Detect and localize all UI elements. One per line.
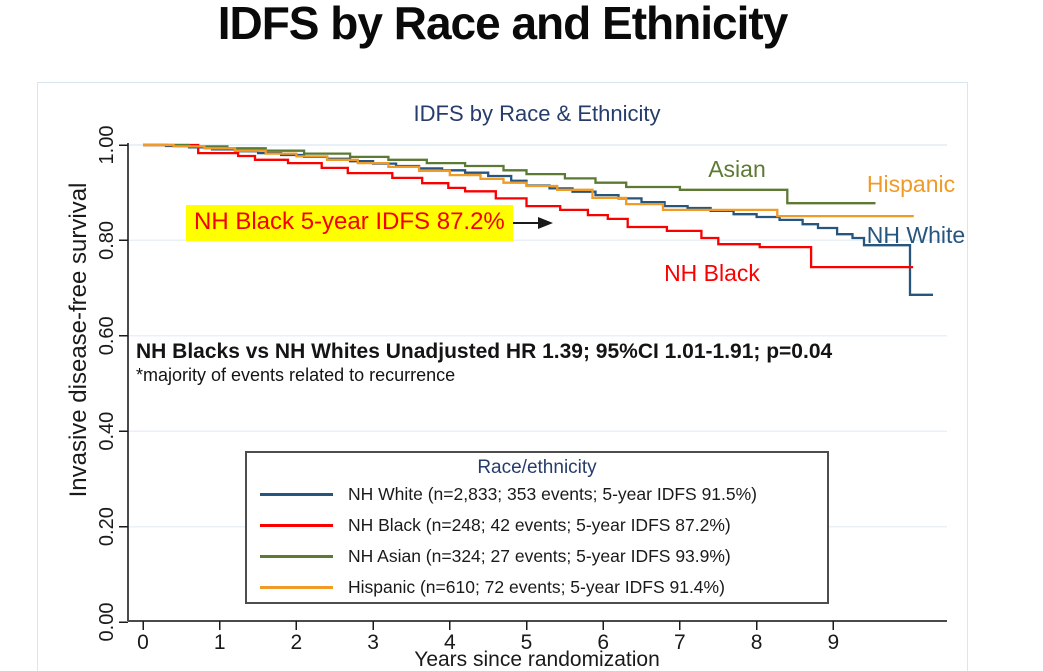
legend-line-swatch bbox=[260, 524, 333, 527]
y-tick-label: 1.00 bbox=[96, 126, 118, 165]
x-tick-label: 6 bbox=[597, 631, 609, 654]
curve-hispanic bbox=[143, 143, 914, 218]
legend-entry-label: NH Black (n=248; 42 events; 5-year IDFS … bbox=[348, 515, 731, 535]
legend-entry-label: NH Asian (n=324; 27 events; 5-year IDFS … bbox=[348, 546, 731, 566]
page-title: IDFS by Race and Ethnicity bbox=[217, 0, 789, 49]
y-tick-label: 0.20 bbox=[96, 507, 118, 546]
x-axis-label: Years since randomization bbox=[414, 648, 660, 671]
x-tick-label: 7 bbox=[674, 631, 686, 654]
y-tick-label: 0.60 bbox=[96, 316, 118, 355]
x-tick-label: 0 bbox=[137, 631, 149, 654]
legend-entry-label: NH White (n=2,833; 353 events; 5-year ID… bbox=[348, 484, 758, 504]
x-tick-label: 9 bbox=[827, 631, 839, 654]
x-tick-label: 4 bbox=[444, 631, 456, 654]
x-tick-label: 8 bbox=[751, 631, 763, 654]
y-tick-label: 0.40 bbox=[96, 412, 118, 451]
x-tick-label: 5 bbox=[521, 631, 533, 654]
curve-label-nh-white: NH White bbox=[867, 222, 965, 248]
y-tick-label: 0.80 bbox=[96, 221, 118, 260]
x-tick-label: 1 bbox=[214, 631, 226, 654]
chart-title: IDFS by Race & Ethnicity bbox=[413, 101, 661, 126]
recurrence-note: *majority of events related to recurrenc… bbox=[136, 365, 456, 385]
legend-row: NH White (n=2,833; 353 events; 5-year ID… bbox=[247, 479, 827, 510]
hr-stats-text: NH Blacks vs NH Whites Unadjusted HR 1.3… bbox=[136, 340, 833, 363]
legend-title: Race/ethnicity bbox=[477, 457, 597, 478]
legend-row: NH Black (n=248; 42 events; 5-year IDFS … bbox=[247, 510, 827, 541]
curve-label-hispanic: Hispanic bbox=[867, 171, 955, 197]
annotation-highlight: NH Black 5-year IDFS 87.2% bbox=[186, 205, 513, 241]
curve-label-nh-black: NH Black bbox=[664, 260, 760, 286]
legend-line-swatch bbox=[260, 493, 333, 496]
annotation-arrow-head bbox=[538, 217, 553, 229]
legend-line-swatch bbox=[260, 586, 333, 589]
curve-nh-black bbox=[143, 143, 914, 269]
y-tick-label: 0.00 bbox=[96, 603, 118, 642]
curve-nh-asian bbox=[143, 143, 876, 205]
legend-box: Race/ethnicity NH White (n=2,833; 353 ev… bbox=[245, 451, 829, 604]
legend-line-swatch bbox=[260, 555, 333, 558]
y-axis-label: Invasive disease-free survival bbox=[65, 182, 92, 498]
curve-label-nh-asian: Asian bbox=[708, 156, 766, 182]
x-tick-label: 3 bbox=[367, 631, 379, 654]
legend-row: Hispanic (n=610; 72 events; 5-year IDFS … bbox=[247, 572, 827, 603]
legend-row: NH Asian (n=324; 27 events; 5-year IDFS … bbox=[247, 541, 827, 572]
legend-rows: NH White (n=2,833; 353 events; 5-year ID… bbox=[247, 479, 827, 603]
legend-entry-label: Hispanic (n=610; 72 events; 5-year IDFS … bbox=[348, 577, 725, 597]
x-tick-label: 2 bbox=[291, 631, 303, 654]
